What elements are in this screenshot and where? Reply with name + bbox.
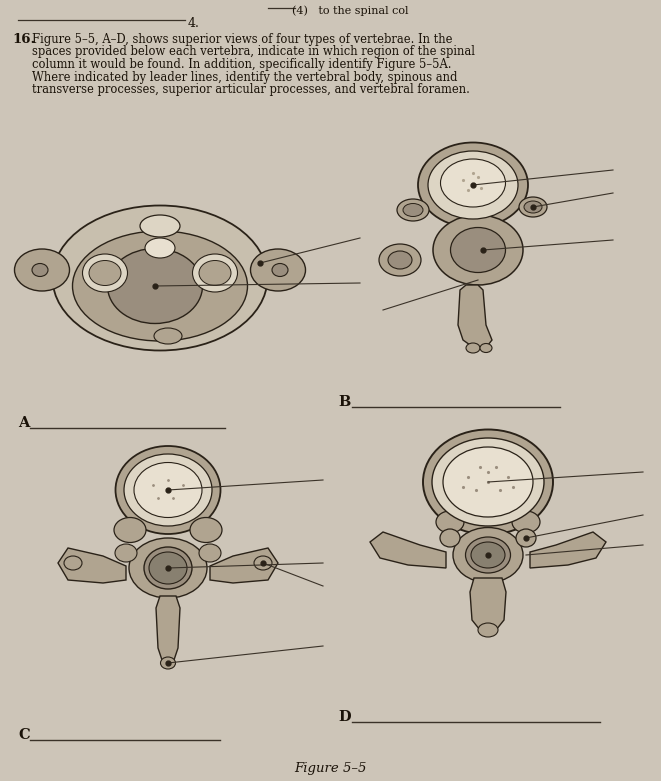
Ellipse shape (516, 529, 536, 547)
Text: spaces provided below each vertebra, indicate in which region of the spinal: spaces provided below each vertebra, ind… (32, 45, 475, 59)
Text: A: A (18, 416, 29, 430)
Ellipse shape (149, 552, 187, 584)
Ellipse shape (140, 215, 180, 237)
Polygon shape (458, 285, 492, 348)
Ellipse shape (64, 556, 82, 570)
Ellipse shape (397, 199, 429, 221)
Ellipse shape (199, 261, 231, 286)
Text: transverse processes, superior articular processes, and vertebral foramen.: transverse processes, superior articular… (32, 83, 470, 96)
Ellipse shape (115, 544, 137, 562)
Ellipse shape (440, 529, 460, 547)
Ellipse shape (192, 254, 237, 292)
Ellipse shape (403, 204, 423, 216)
Ellipse shape (190, 518, 222, 543)
Ellipse shape (251, 249, 305, 291)
Ellipse shape (116, 446, 221, 534)
Ellipse shape (466, 343, 480, 353)
Text: column it would be found. In addition, specifically identify Figure 5–5A.: column it would be found. In addition, s… (32, 58, 451, 71)
Ellipse shape (52, 205, 268, 351)
Text: (4)   to the spinal col: (4) to the spinal col (292, 5, 408, 16)
Ellipse shape (144, 547, 192, 589)
Ellipse shape (272, 263, 288, 276)
Text: D: D (338, 710, 350, 724)
Polygon shape (210, 548, 278, 583)
Ellipse shape (471, 542, 505, 568)
Polygon shape (156, 596, 180, 663)
Ellipse shape (129, 538, 207, 598)
Polygon shape (470, 578, 506, 630)
Ellipse shape (443, 447, 533, 517)
Ellipse shape (453, 527, 523, 583)
Text: B: B (338, 395, 350, 409)
Ellipse shape (15, 249, 69, 291)
Ellipse shape (433, 215, 523, 285)
Ellipse shape (519, 197, 547, 217)
Ellipse shape (134, 462, 202, 518)
Ellipse shape (199, 544, 221, 562)
Polygon shape (370, 532, 446, 568)
Text: Where indicated by leader lines, identify the vertebral body, spinous and: Where indicated by leader lines, identif… (32, 70, 457, 84)
Ellipse shape (480, 344, 492, 352)
Polygon shape (530, 532, 606, 568)
Ellipse shape (478, 623, 498, 637)
Ellipse shape (154, 328, 182, 344)
Text: Figure 5–5: Figure 5–5 (293, 762, 366, 775)
Ellipse shape (254, 556, 272, 570)
Ellipse shape (440, 159, 506, 207)
Polygon shape (58, 548, 126, 583)
Ellipse shape (89, 261, 121, 286)
Ellipse shape (524, 201, 542, 213)
Text: Figure 5–5, A–D, shows superior views of four types of vertebrae. In the: Figure 5–5, A–D, shows superior views of… (32, 33, 453, 46)
Ellipse shape (73, 231, 247, 341)
Ellipse shape (379, 244, 421, 276)
Ellipse shape (428, 151, 518, 219)
Ellipse shape (432, 438, 544, 526)
Ellipse shape (465, 537, 510, 573)
Ellipse shape (161, 657, 176, 669)
Ellipse shape (145, 238, 175, 258)
Ellipse shape (108, 248, 202, 323)
Text: C: C (18, 728, 30, 742)
Ellipse shape (83, 254, 128, 292)
Text: 4.: 4. (188, 17, 200, 30)
Ellipse shape (436, 511, 464, 533)
Ellipse shape (32, 263, 48, 276)
Ellipse shape (423, 430, 553, 534)
Text: 16.: 16. (12, 33, 35, 46)
Ellipse shape (512, 511, 540, 533)
Ellipse shape (451, 227, 506, 273)
Ellipse shape (124, 454, 212, 526)
Ellipse shape (114, 518, 146, 543)
Ellipse shape (418, 142, 528, 227)
Ellipse shape (388, 251, 412, 269)
